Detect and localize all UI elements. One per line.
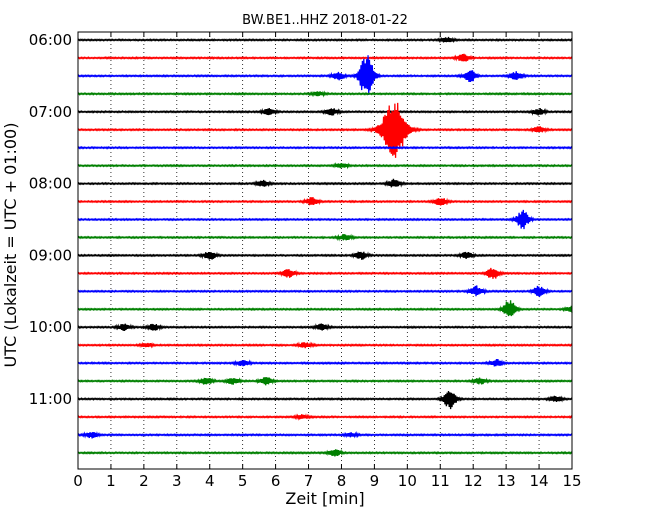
axis-ticks: 0 1 2 3 4 5 6 7 8 9 10 11 12 13 14 1506:0007:0008:0009:… [29, 31, 582, 490]
seismogram-trace [77, 448, 573, 457]
seismogram-trace [77, 377, 573, 386]
seismogram-trace [77, 413, 573, 421]
y-tick-label: 09:00 [29, 246, 72, 264]
seismogram-trace [77, 107, 573, 116]
seismogram-trace [77, 285, 573, 298]
seismogram-trace [77, 162, 573, 170]
seismogram-trace [77, 53, 573, 62]
seismogram-trace [77, 197, 573, 206]
seismogram-trace [77, 102, 573, 158]
x-tick-label: 9 [370, 472, 380, 490]
seismogram-trace [77, 178, 573, 188]
seismogram-trace [77, 233, 573, 242]
seismogram-trace [77, 36, 573, 44]
seismogram-trace [77, 90, 573, 98]
y-tick-label: 06:00 [29, 31, 72, 49]
seismogram-trace [77, 209, 573, 230]
x-tick-label: 13 [497, 472, 516, 490]
seismogram-trace [77, 359, 573, 367]
trace-lines [77, 36, 573, 457]
y-tick-label: 07:00 [29, 103, 72, 121]
x-tick-label: 4 [205, 472, 215, 490]
seismogram-trace [77, 145, 573, 150]
x-tick-label: 8 [337, 472, 347, 490]
x-tick-label: 3 [172, 472, 182, 490]
x-tick-label: 0 [73, 472, 83, 490]
grid-lines [110, 32, 540, 469]
seismogram-trace [77, 55, 573, 96]
x-tick-label: 15 [562, 472, 581, 490]
seismogram-trace [77, 430, 573, 439]
y-tick-label: 11:00 [29, 390, 72, 408]
plot-frame [77, 31, 573, 470]
y-tick-label: 10:00 [29, 318, 72, 336]
x-tick-label: 2 [139, 472, 149, 490]
x-tick-label: 11 [431, 472, 450, 490]
chart-title: BW.BE1..HHZ 2018-01-22 [242, 13, 408, 28]
seismogram-trace [77, 341, 573, 349]
seismogram-trace [77, 251, 573, 260]
x-tick-label: 5 [238, 472, 248, 490]
x-tick-label: 1 [106, 472, 116, 490]
x-tick-label: 10 [398, 472, 417, 490]
seismogram-trace [77, 267, 573, 279]
x-axis-label: Zeit [min] [285, 489, 364, 508]
x-tick-label: 12 [464, 472, 483, 490]
x-tick-label: 14 [530, 472, 549, 490]
y-tick-label: 08:00 [29, 175, 72, 193]
seismogram-trace [77, 323, 573, 332]
y-axis-label: UTC (Lokalzeit = UTC + 01:00) [1, 123, 20, 368]
seismogram-trace [77, 390, 573, 410]
seismogram-trace [77, 300, 573, 317]
x-tick-label: 6 [271, 472, 281, 490]
x-tick-label: 7 [304, 472, 314, 490]
